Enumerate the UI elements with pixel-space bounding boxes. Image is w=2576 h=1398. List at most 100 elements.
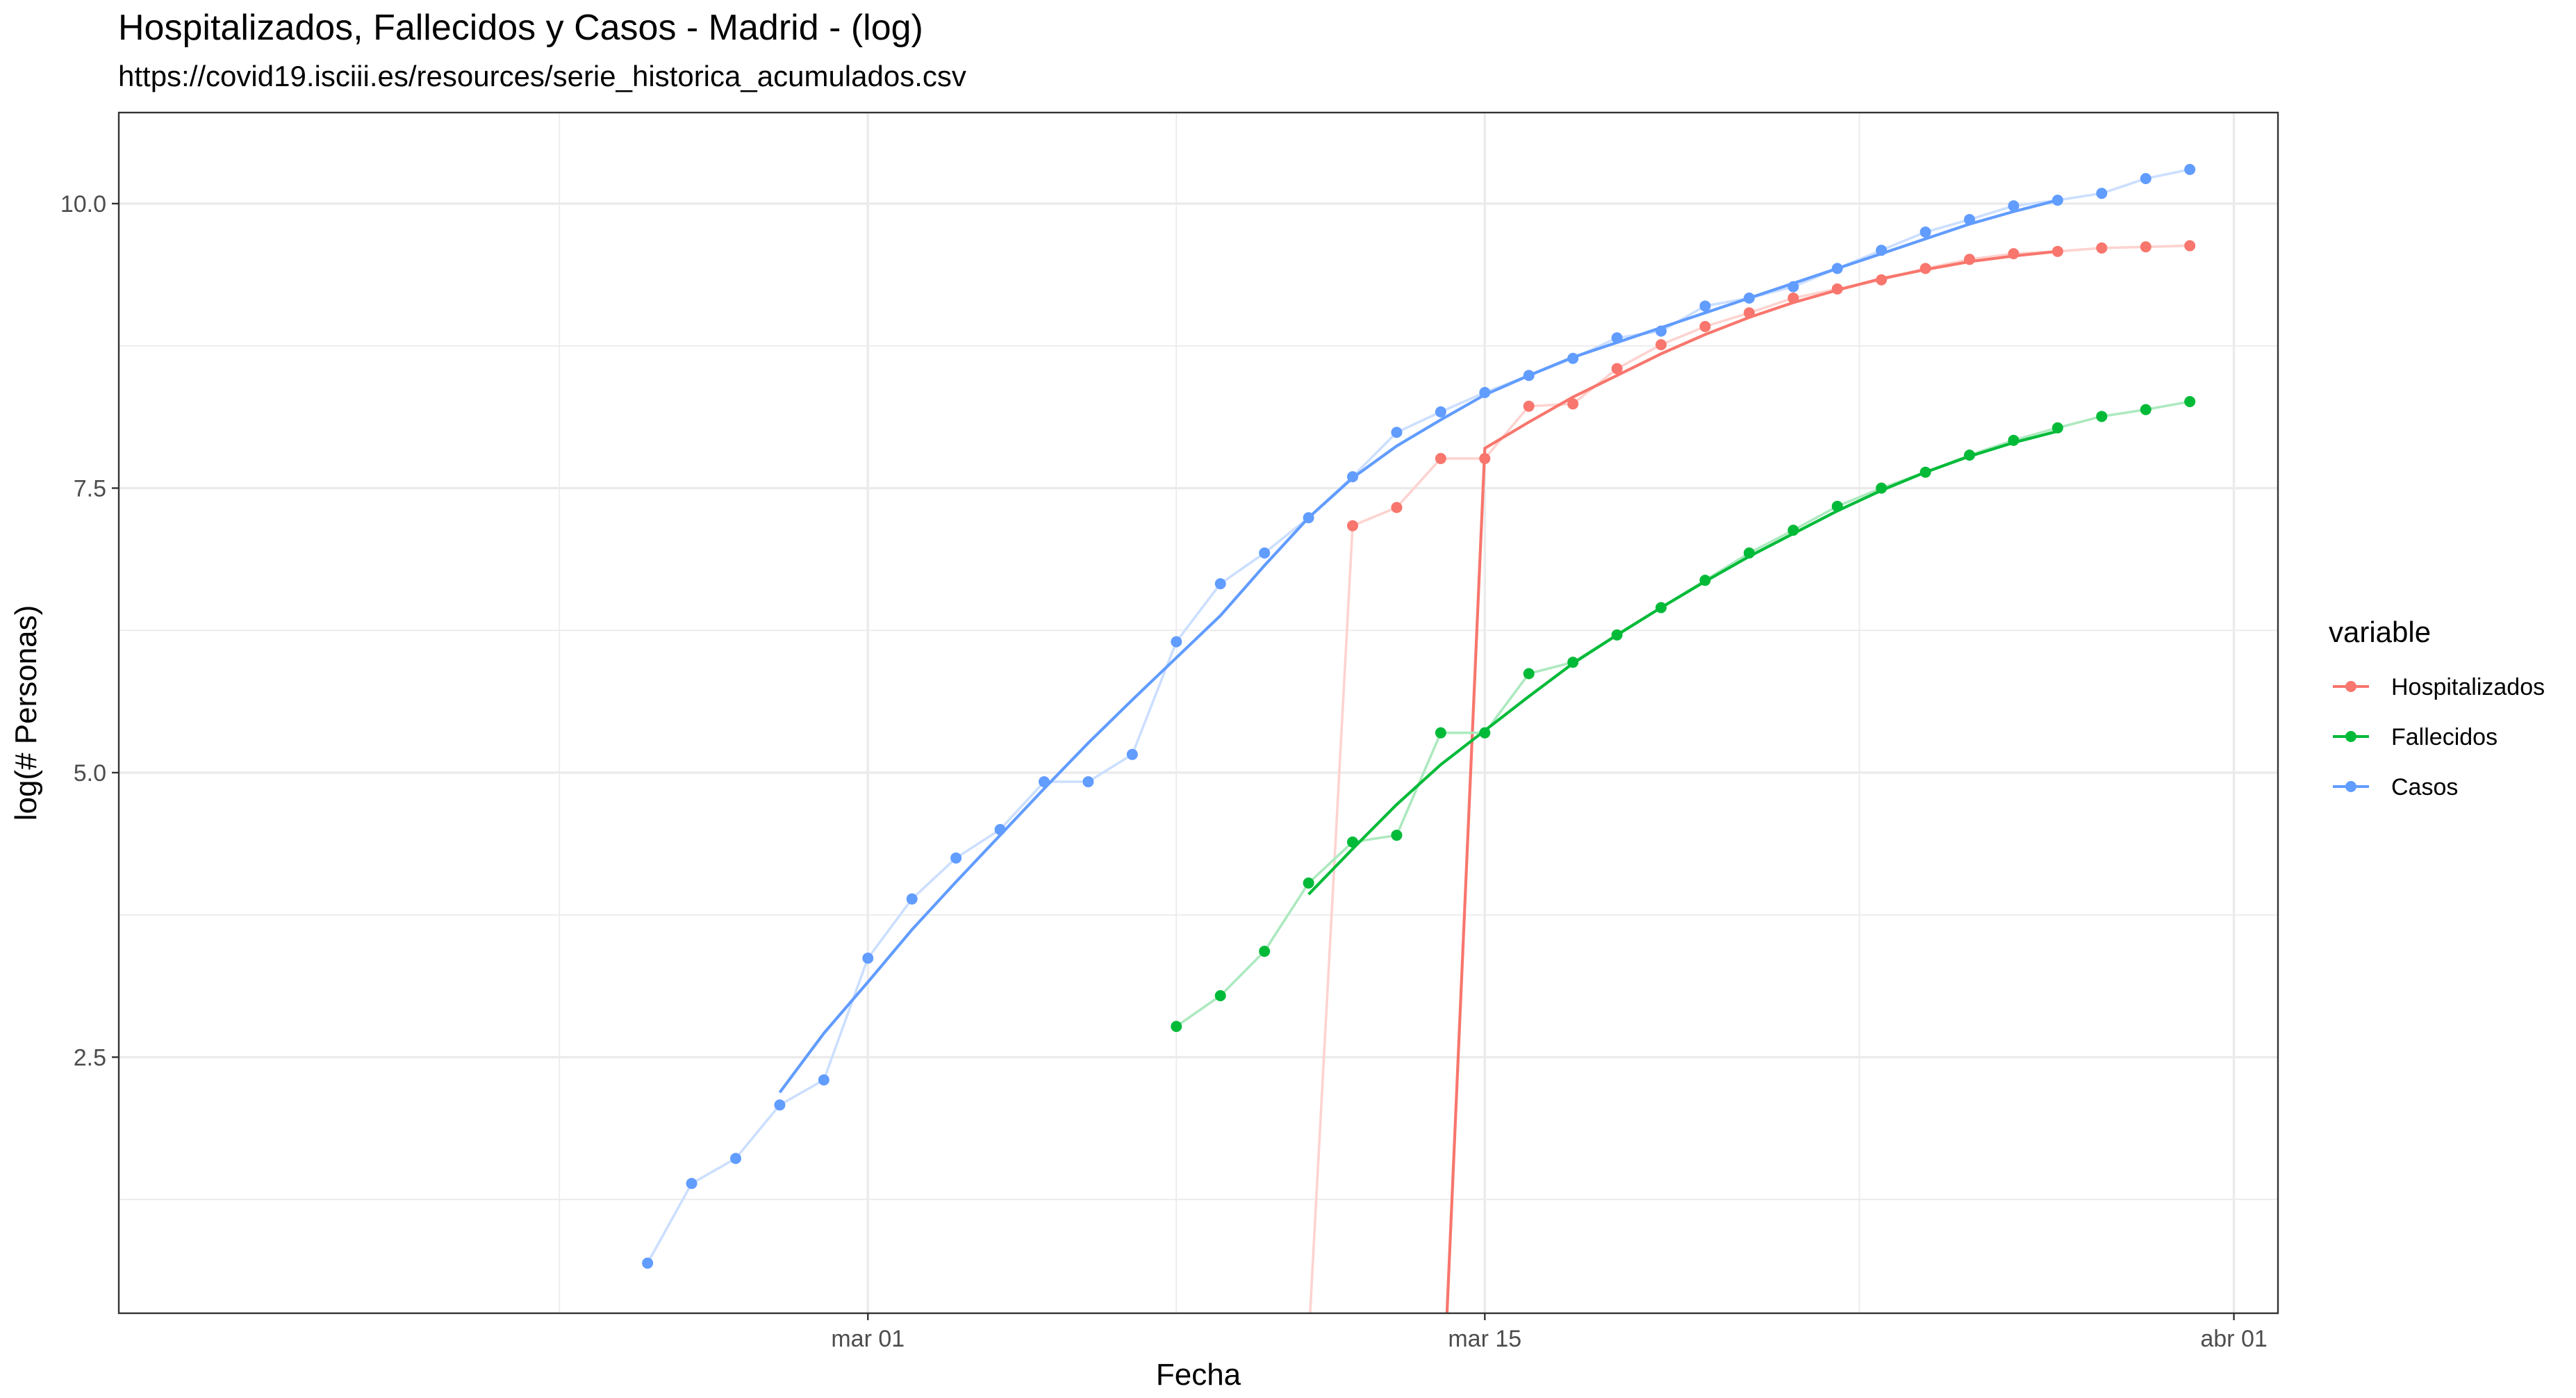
chart-title: Hospitalizados, Fallecidos y Casos - Mad… bbox=[118, 8, 923, 48]
point-casos bbox=[1039, 776, 1050, 788]
point-hospitalizados bbox=[1787, 292, 1799, 304]
point-fallecidos bbox=[1964, 450, 1975, 461]
point-casos bbox=[1259, 547, 1271, 559]
point-hospitalizados bbox=[1919, 263, 1931, 274]
legend-title: variable bbox=[2329, 616, 2431, 648]
point-fallecidos bbox=[1919, 466, 1931, 478]
point-casos bbox=[1171, 636, 1182, 648]
series-line-casos bbox=[646, 168, 2190, 1264]
point-fallecidos bbox=[1479, 727, 1491, 739]
point-casos bbox=[2140, 172, 2152, 184]
point-hospitalizados bbox=[2096, 242, 2108, 254]
legend: variable Hospitalizados Fallecidos Casos bbox=[2329, 616, 2545, 800]
legend-item-fallecidos: Fallecidos bbox=[2333, 724, 2497, 750]
point-casos bbox=[1347, 471, 1358, 483]
point-casos bbox=[818, 1074, 829, 1086]
point-fallecidos bbox=[2051, 422, 2063, 434]
point-hospitalizados bbox=[1259, 1336, 1270, 1347]
y-tick-label: 5.0 bbox=[74, 760, 106, 787]
point-fallecidos bbox=[1259, 946, 1271, 957]
point-casos bbox=[1523, 370, 1535, 381]
point-hospitalizados bbox=[2140, 241, 2152, 253]
point-casos bbox=[1126, 748, 1138, 760]
y-tick-label: 10.0 bbox=[60, 191, 106, 217]
plot-panel-background bbox=[119, 113, 2278, 1313]
point-casos bbox=[686, 1178, 697, 1190]
point-hospitalizados bbox=[1656, 339, 1667, 351]
series-clip-group bbox=[642, 163, 2196, 1347]
x-axis-title: Fecha bbox=[1156, 1358, 1241, 1392]
point-hospitalizados bbox=[1523, 400, 1535, 412]
point-hospitalizados bbox=[1743, 307, 1755, 319]
y-tick-label: 7.5 bbox=[74, 476, 106, 502]
series-trend-casos bbox=[778, 199, 2058, 1094]
point-casos bbox=[1303, 512, 1314, 524]
point-casos bbox=[1656, 325, 1667, 337]
legend-item-casos: Casos bbox=[2333, 774, 2458, 800]
point-hospitalizados bbox=[1699, 320, 1711, 332]
x-axis: mar 01 mar 15 abr 01 bbox=[831, 1313, 2268, 1352]
grid-minor bbox=[119, 113, 2278, 1313]
series-trend-fallecidos bbox=[1307, 429, 2058, 896]
point-casos bbox=[2051, 195, 2063, 206]
point-fallecidos bbox=[1787, 525, 1799, 536]
point-fallecidos bbox=[1435, 727, 1446, 739]
point-hospitalizados bbox=[1611, 363, 1623, 375]
point-fallecidos bbox=[1876, 482, 1888, 494]
point-fallecidos bbox=[1656, 602, 1667, 614]
series-casos bbox=[642, 163, 2196, 1269]
point-casos bbox=[1787, 281, 1799, 293]
point-fallecidos bbox=[2008, 434, 2020, 446]
point-fallecidos bbox=[1611, 629, 1623, 641]
point-casos bbox=[1567, 352, 1579, 364]
series-hospitalizados bbox=[1259, 240, 2196, 1347]
point-casos bbox=[950, 852, 962, 864]
x-tick-label: abr 01 bbox=[2200, 1326, 2267, 1352]
point-casos bbox=[862, 952, 874, 964]
point-hospitalizados bbox=[2008, 248, 2020, 260]
legend-label-fallecidos: Fallecidos bbox=[2391, 724, 2497, 750]
point-hospitalizados bbox=[1435, 452, 1446, 464]
point-fallecidos bbox=[2096, 411, 2108, 422]
legend-label-casos: Casos bbox=[2391, 774, 2458, 800]
point-hospitalizados bbox=[1567, 398, 1579, 410]
point-casos bbox=[730, 1153, 741, 1165]
series-fallecidos bbox=[1171, 396, 2196, 1033]
chart-subtitle: https://covid19.isciii.es/resources/seri… bbox=[118, 60, 966, 92]
point-fallecidos bbox=[1743, 547, 1755, 559]
point-hospitalizados bbox=[1391, 502, 1403, 513]
point-fallecidos bbox=[1831, 500, 1843, 512]
point-hospitalizados bbox=[2184, 240, 2196, 252]
point-casos bbox=[1699, 300, 1711, 312]
point-casos bbox=[1831, 263, 1843, 274]
series-layer bbox=[642, 163, 2196, 1347]
point-fallecidos bbox=[1567, 657, 1579, 668]
point-casos bbox=[642, 1257, 654, 1269]
point-casos bbox=[1391, 427, 1403, 438]
point-casos bbox=[2184, 163, 2196, 175]
point-hospitalizados bbox=[1831, 283, 1843, 295]
plot-panel-border bbox=[117, 111, 2279, 1315]
y-axis-title: log(# Personas) bbox=[9, 605, 43, 821]
y-tick-label: 2.5 bbox=[74, 1044, 106, 1071]
point-hospitalizados bbox=[1347, 520, 1358, 532]
x-tick-label: mar 15 bbox=[1448, 1326, 1521, 1352]
legend-item-hospitalizados: Hospitalizados bbox=[2333, 674, 2545, 700]
point-fallecidos bbox=[1214, 990, 1226, 1002]
legend-key-point-casos bbox=[2345, 781, 2356, 792]
point-fallecidos bbox=[1303, 877, 1314, 889]
point-hospitalizados bbox=[1303, 1336, 1314, 1347]
legend-key-point-hospitalizados bbox=[2345, 681, 2356, 692]
grid-major bbox=[119, 113, 2278, 1313]
point-fallecidos bbox=[1523, 668, 1535, 680]
point-hospitalizados bbox=[2051, 245, 2063, 257]
legend-label-hospitalizados: Hospitalizados bbox=[2391, 674, 2545, 700]
point-casos bbox=[1214, 578, 1226, 590]
point-casos bbox=[994, 823, 1006, 835]
point-hospitalizados bbox=[1479, 452, 1491, 464]
point-casos bbox=[774, 1099, 786, 1111]
point-casos bbox=[1919, 226, 1931, 238]
point-fallecidos bbox=[1699, 575, 1711, 586]
